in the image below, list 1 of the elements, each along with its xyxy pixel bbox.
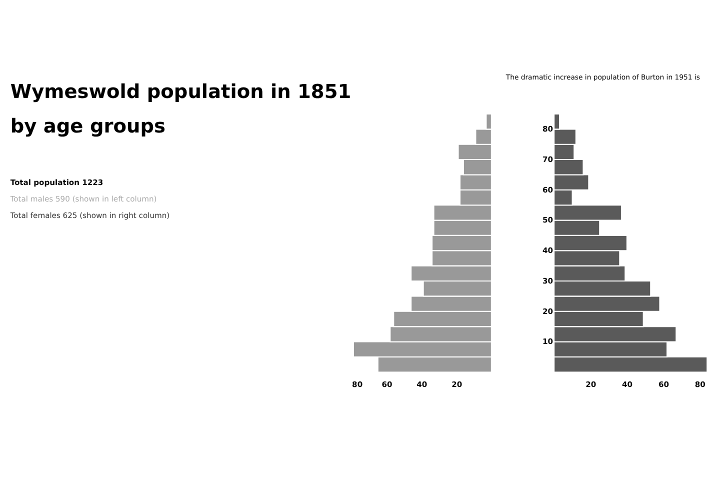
text: Wymeswold population in 1851 by age groups — [10, 80, 352, 138]
